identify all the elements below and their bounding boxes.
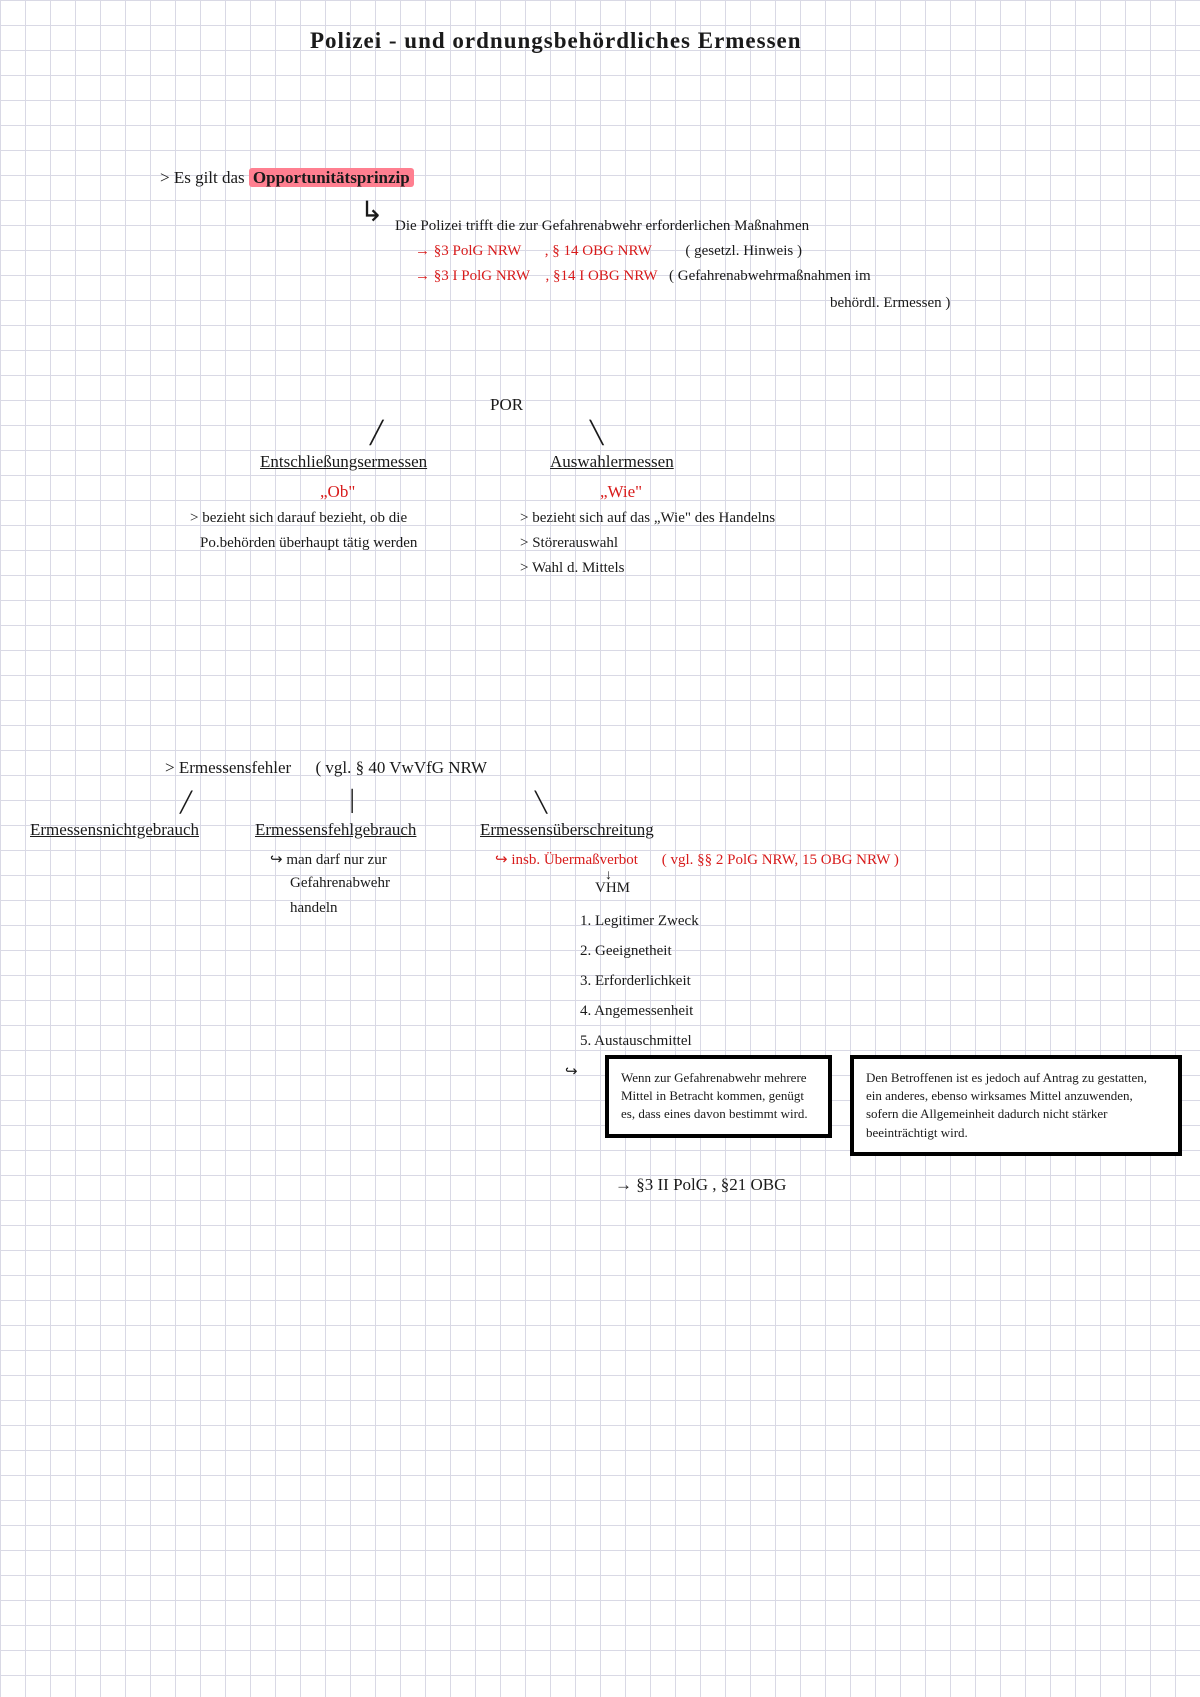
fehler-heading: > Ermessensfehler ( vgl. § 40 VwVfG NRW — [165, 758, 487, 778]
opp-ref1a: → §3 PolG NRW — [415, 243, 521, 259]
opp-ref2c: ( Gefahrenabwehrmaßnahmen im — [669, 268, 871, 284]
por-left-quote: „Ob" — [320, 482, 355, 502]
opp-ref2: → §3 I PolG NRW , §14 I OBG NRW ( Gefahr… — [415, 268, 871, 285]
por-right-quote: „Wie" — [600, 482, 642, 502]
box-right: Den Betroffenen ist es jedoch auf Antrag… — [850, 1055, 1182, 1156]
fehler-heading-text: > Ermessensfehler — [165, 758, 291, 777]
fehler-vhm: VHM — [595, 880, 630, 897]
por-branch-left: ╱ — [370, 420, 383, 446]
fehler-n2: 2. Geeignetheit — [580, 943, 672, 960]
fehler-br2: │ — [345, 790, 359, 813]
fehler-col3-l1b: ( vgl. §§ 2 PolG NRW, 15 OBG NRW ) — [662, 852, 899, 868]
opp-ref1b: , § 14 OBG NRW — [545, 243, 652, 259]
fehler-n3: 3. Erforderlichkeit — [580, 973, 691, 990]
por-left-l2: Po.behörden überhaupt tätig werden — [200, 535, 417, 552]
por-right-l2: > Störerauswahl — [520, 535, 618, 552]
fehler-col3-l1: ↪ insb. Übermaßverbot ( vgl. §§ 2 PolG N… — [495, 850, 899, 869]
fehler-col1: Ermessensnichtgebrauch — [30, 820, 199, 840]
opp-ref2d: behördl. Ermessen ) — [830, 295, 950, 312]
por-left-heading: Entschließungsermessen — [260, 452, 427, 472]
opp-ref1c: ( gesetzl. Hinweis ) — [685, 243, 802, 259]
fehler-n1: 1. Legitimer Zweck — [580, 913, 699, 930]
opp-intro: > Es gilt das Opportunitätsprinzip — [160, 168, 414, 188]
fehler-col3-l1a: ↪ insb. Übermaßverbot — [495, 852, 638, 868]
por-branch-right: ╲ — [590, 420, 603, 446]
box-left: Wenn zur Gefahrenabwehr mehrere Mittel i… — [605, 1055, 832, 1138]
fehler-ref: ( vgl. § 40 VwVfG NRW — [315, 758, 487, 777]
page-title: Polizei - und ordnungsbehördliches Ermes… — [310, 28, 802, 54]
por-right-l3: > Wahl d. Mittels — [520, 560, 624, 577]
fehler-br1: ╱ — [180, 790, 192, 815]
fehler-col2-heading: Ermessensfehlgebrauch — [255, 820, 416, 840]
fehler-col2-l3: handeln — [290, 900, 337, 917]
fehler-n4: 4. Angemessenheit — [580, 1003, 693, 1020]
opp-intro-text: > Es gilt das — [160, 168, 245, 187]
hook-arrow: ↳ — [360, 195, 383, 229]
fehler-col3-heading: Ermessensüberschreitung — [480, 820, 654, 840]
fehler-col2-l1: ↪ man darf nur zur — [270, 850, 387, 869]
por-left-l1: > bezieht sich darauf bezieht, ob die — [190, 510, 407, 527]
opp-desc: Die Polizei trifft die zur Gefahrenabweh… — [395, 218, 809, 235]
por-right-l1: > bezieht sich auf das „Wie" des Handeln… — [520, 510, 775, 527]
fehler-n5: 5. Austauschmittel — [580, 1033, 692, 1050]
opp-ref2b: , §14 I OBG NRW — [545, 268, 657, 284]
fehler-br3: ╲ — [535, 790, 547, 815]
opp-highlight: Opportunitätsprinzip — [249, 168, 414, 187]
fehler-hook: ↪ — [565, 1062, 578, 1081]
bottom-ref: → §3 II PolG , §21 OBG — [615, 1175, 786, 1195]
por-label: POR — [490, 395, 523, 415]
opp-ref2a: → §3 I PolG NRW — [415, 268, 530, 284]
opp-ref1: → §3 PolG NRW , § 14 OBG NRW ( gesetzl. … — [415, 243, 802, 260]
fehler-col2-l2: Gefahrenabwehr — [290, 875, 390, 892]
por-right-heading: Auswahlermessen — [550, 452, 674, 472]
